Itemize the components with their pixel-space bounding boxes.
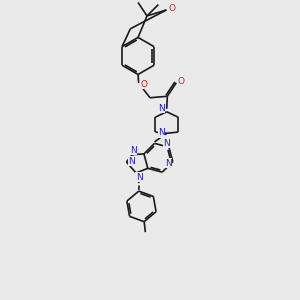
Text: N: N <box>158 128 165 137</box>
Text: N: N <box>165 159 171 168</box>
Text: N: N <box>136 172 142 182</box>
Text: O: O <box>140 80 148 88</box>
Text: N: N <box>130 146 137 155</box>
Text: N: N <box>163 139 170 148</box>
Text: N: N <box>128 157 135 166</box>
Text: O: O <box>178 77 184 86</box>
Text: N: N <box>158 104 165 113</box>
Text: O: O <box>168 4 175 13</box>
